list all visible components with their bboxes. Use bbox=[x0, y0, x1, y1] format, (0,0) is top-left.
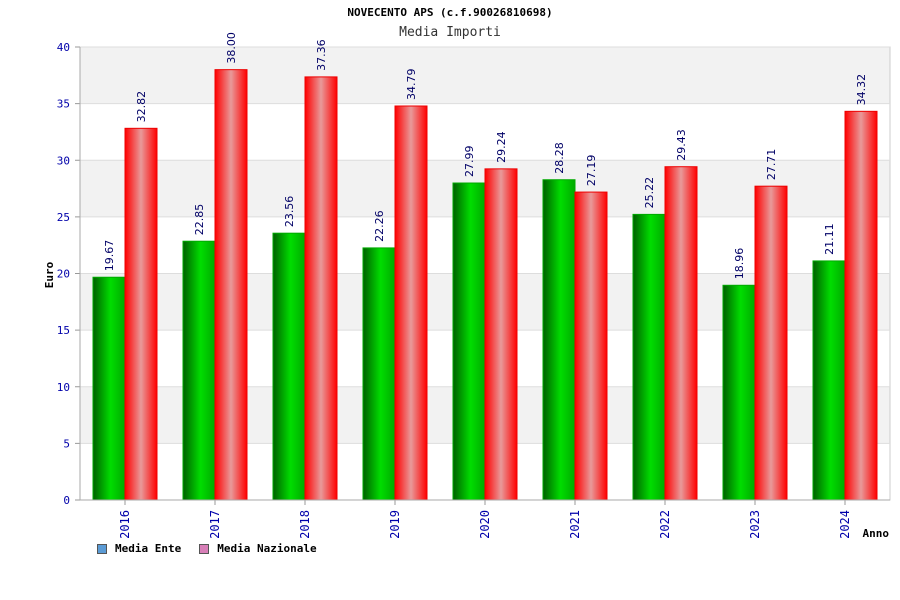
value-label: 22.26 bbox=[373, 210, 386, 242]
y-tick-label: 35 bbox=[57, 98, 70, 111]
bar-media-ente-2020 bbox=[452, 182, 486, 501]
legend-label-media-ente: Media Ente bbox=[115, 542, 182, 555]
x-tick-label: 2019 bbox=[388, 510, 402, 539]
bar-media-ente-2023 bbox=[722, 284, 756, 501]
x-tick-label: 2023 bbox=[748, 510, 762, 539]
y-tick-label: 20 bbox=[57, 268, 70, 281]
legend-swatch-media-ente bbox=[97, 543, 107, 554]
legend-label-media-nazionale: Media Nazionale bbox=[217, 542, 317, 555]
legend: Media Ente Media Nazionale bbox=[97, 542, 317, 555]
value-label: 22.85 bbox=[193, 204, 206, 236]
value-label: 29.43 bbox=[675, 129, 688, 161]
value-label: 28.28 bbox=[553, 142, 566, 174]
value-label: 25.22 bbox=[643, 177, 656, 209]
x-tick-label: 2017 bbox=[208, 510, 222, 539]
value-label: 32.82 bbox=[135, 91, 148, 123]
bar-media-nazionale-2018 bbox=[304, 76, 338, 501]
y-axis-label: Euro bbox=[43, 261, 56, 288]
x-axis-label: Anno bbox=[863, 527, 890, 540]
value-label: 23.56 bbox=[283, 196, 296, 228]
x-axis: 2016 2017 2018 2019 2020 2021 2022 2023 2024 bbox=[80, 499, 890, 539]
y-tick-label: 10 bbox=[57, 381, 70, 394]
value-label: 27.19 bbox=[585, 155, 598, 187]
bars bbox=[92, 69, 878, 501]
bar-media-nazionale-2019 bbox=[394, 105, 428, 501]
x-tick-label: 2016 bbox=[118, 510, 132, 539]
y-tick-label: 0 bbox=[63, 494, 70, 507]
x-tick-label: 2024 bbox=[838, 510, 852, 539]
bar-media-nazionale-2023 bbox=[754, 185, 788, 501]
value-label: 19.67 bbox=[103, 240, 116, 272]
value-label: 27.71 bbox=[765, 149, 778, 181]
x-tick-label: 2022 bbox=[658, 510, 672, 539]
bar-media-ente-2016 bbox=[92, 276, 126, 501]
value-label: 21.11 bbox=[823, 223, 836, 255]
y-tick-label: 30 bbox=[57, 154, 70, 167]
bar-media-nazionale-2020 bbox=[484, 168, 518, 501]
legend-item-media-nazionale: Media Nazionale bbox=[199, 542, 317, 555]
bar-media-nazionale-2024 bbox=[844, 110, 878, 501]
value-label: 34.79 bbox=[405, 69, 418, 101]
bar-media-ente-2021 bbox=[542, 179, 576, 501]
value-label: 18.96 bbox=[733, 248, 746, 280]
y-axis: 0 5 10 15 20 25 30 35 40 bbox=[57, 41, 81, 507]
y-tick-label: 15 bbox=[57, 324, 70, 337]
chart-title: NOVECENTO APS (c.f.90026810698) bbox=[347, 6, 553, 19]
value-label: 29.24 bbox=[495, 131, 508, 163]
bar-media-nazionale-2022 bbox=[664, 166, 698, 501]
grid-band bbox=[80, 47, 890, 104]
bar-media-nazionale-2021 bbox=[574, 191, 608, 501]
x-tick-label: 2020 bbox=[478, 510, 492, 539]
value-label: 38.00 bbox=[225, 32, 238, 64]
bar-media-ente-2017 bbox=[182, 240, 216, 501]
legend-item-media-ente: Media Ente bbox=[97, 542, 181, 555]
y-tick-label: 25 bbox=[57, 211, 70, 224]
value-label: 34.32 bbox=[855, 74, 868, 106]
x-tick-label: 2018 bbox=[298, 510, 312, 539]
value-labels: 19.67 32.82 22.85 38.00 23.56 37.36 22.26 34.79… bbox=[103, 32, 868, 279]
legend-swatch-media-nazionale bbox=[199, 543, 210, 554]
value-label: 37.36 bbox=[315, 39, 328, 71]
bar-media-ente-2024 bbox=[812, 260, 846, 501]
bar-media-nazionale-2017 bbox=[214, 69, 248, 501]
chart-subtitle: Media Importi bbox=[399, 25, 501, 40]
y-tick-label: 40 bbox=[57, 41, 70, 54]
value-label: 27.99 bbox=[463, 146, 476, 178]
x-tick-label: 2021 bbox=[568, 510, 582, 539]
y-tick-label: 5 bbox=[63, 437, 70, 450]
bar-media-nazionale-2016 bbox=[124, 127, 158, 501]
bar-media-ente-2022 bbox=[632, 213, 666, 501]
bar-media-ente-2019 bbox=[362, 247, 396, 501]
bar-media-ente-2018 bbox=[272, 232, 306, 501]
